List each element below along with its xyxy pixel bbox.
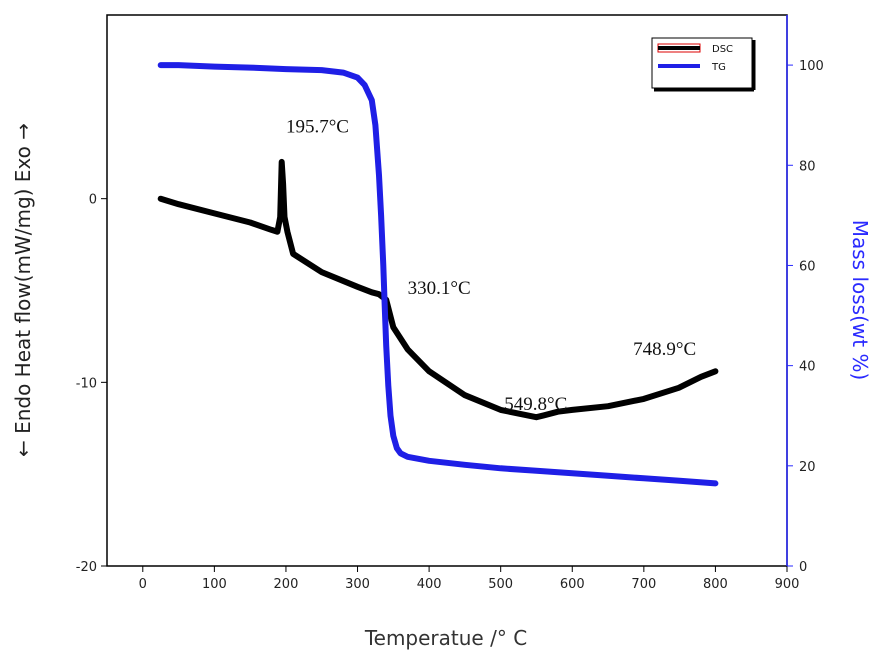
x-tick-label: 100 xyxy=(202,577,227,592)
legend-label-dsc: DSC xyxy=(712,44,733,55)
legend: DSC TG xyxy=(651,37,756,92)
peak-annotation: 748.9°C xyxy=(633,339,696,360)
left-y-axis-ticks: -20 -10 0 xyxy=(76,193,107,575)
right-y-tick-label: 20 xyxy=(799,460,816,475)
right-y-tick-label: 100 xyxy=(799,59,824,74)
x-tick-label: 400 xyxy=(417,577,442,592)
x-tick-label: 700 xyxy=(631,577,656,592)
series-line-tg xyxy=(157,62,719,487)
right-y-tick-label: 0 xyxy=(799,560,807,575)
left-y-tick-label: 0 xyxy=(89,193,97,208)
left-y-axis-title: ← Endo Heat flow(mW/mg) Exo → xyxy=(11,123,35,457)
x-tick-label: 800 xyxy=(703,577,728,592)
right-y-tick-label: 40 xyxy=(799,360,816,375)
x-tick-label: 0 xyxy=(139,577,147,592)
left-y-tick-label: -10 xyxy=(76,376,97,391)
peak-annotation: 195.7°C xyxy=(286,117,349,138)
peak-annotation: 549.8°C xyxy=(504,394,567,415)
x-axis-ticks: 0 100 200 300 400 500 600 700 800 900 xyxy=(139,566,800,592)
right-y-tick-label: 80 xyxy=(799,159,816,174)
right-y-axis-title: Mass loss(wt %) xyxy=(848,220,872,381)
right-y-axis-ticks: 0 20 40 60 80 100 xyxy=(787,59,824,575)
legend-box xyxy=(651,37,753,89)
x-tick-label: 900 xyxy=(775,577,800,592)
series-line-dsc xyxy=(157,158,719,421)
right-y-tick-label: 60 xyxy=(799,259,816,274)
series-layer xyxy=(157,62,719,487)
x-tick-label: 200 xyxy=(274,577,299,592)
x-axis-title: Temperatue /° C xyxy=(364,626,527,650)
x-tick-label: 300 xyxy=(345,577,370,592)
x-tick-label: 500 xyxy=(488,577,513,592)
legend-label-tg: TG xyxy=(711,62,726,73)
annotations: 195.7°C 330.1°C 549.8°C 748.9°C xyxy=(286,117,696,415)
peak-annotation: 330.1°C xyxy=(408,278,471,299)
x-tick-label: 600 xyxy=(560,577,585,592)
left-y-tick-label: -20 xyxy=(76,560,97,575)
